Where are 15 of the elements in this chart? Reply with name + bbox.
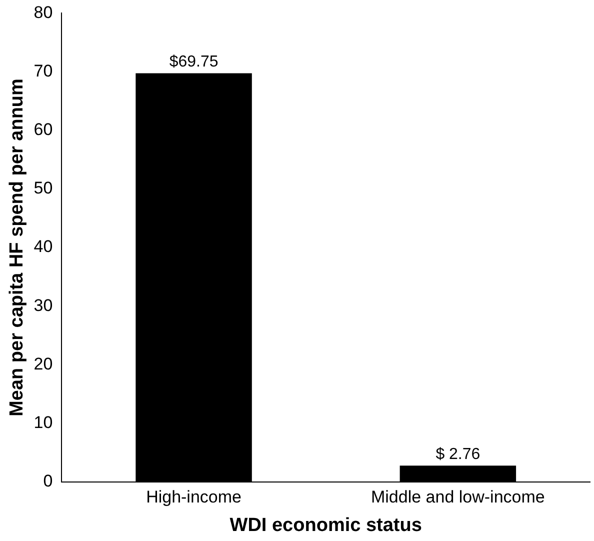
y-tick-label: 40 — [34, 237, 53, 256]
y-tick-label: 20 — [34, 354, 53, 374]
y-tick-label: 60 — [34, 120, 53, 140]
y-tick-label: 0 — [43, 471, 53, 490]
data-label: $ 2.76 — [436, 446, 480, 464]
x-tick-label: High-income — [146, 488, 242, 507]
y-tick-label: 10 — [34, 412, 53, 432]
y-axis-title: Mean per capita HF spend per annum — [6, 78, 28, 416]
y-tick-label: 30 — [34, 296, 53, 315]
y-tick-label: 50 — [34, 178, 53, 198]
y-tick-label: 80 — [34, 2, 53, 22]
x-tick-label: Middle and low-income — [370, 488, 545, 507]
y-tick-label: 70 — [34, 61, 53, 80]
data-label: $69.75 — [169, 54, 218, 71]
x-axis-title: WDI economic status — [230, 514, 422, 536]
